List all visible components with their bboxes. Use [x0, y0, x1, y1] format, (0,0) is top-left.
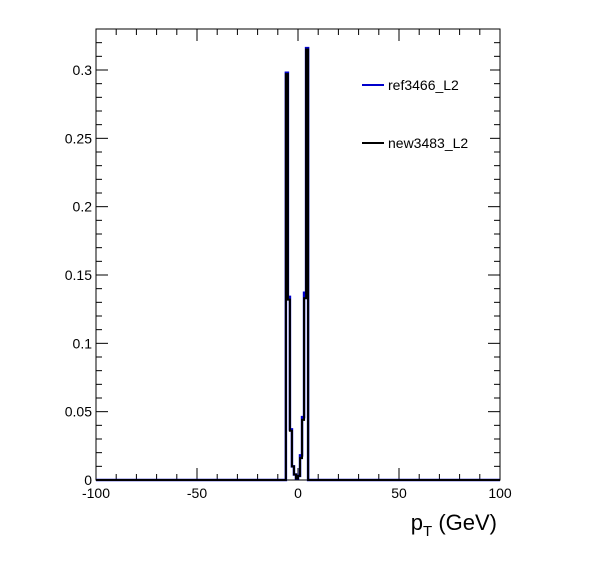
y-tick-label: 0.15 [65, 267, 92, 283]
y-tick-label: 0.2 [73, 199, 93, 215]
y-tick-label: 0.05 [65, 404, 92, 420]
axis-ticks [95, 29, 501, 481]
x-tick-label: 0 [294, 485, 302, 501]
legend: ref3466_L2 new3483_L2 [356, 68, 490, 172]
x-tick-label: 100 [488, 485, 512, 501]
tick-labels: -100 -50 0 50 100 0 0.05 0.1 0.15 0.2 0.25 0.3 [65, 62, 512, 501]
y-tick-label: 0.3 [73, 62, 93, 78]
y-tick-label: 0 [84, 472, 92, 488]
histogram-lines [96, 46, 500, 482]
series-line-1 [96, 48, 500, 481]
y-tick-label: 0.1 [73, 335, 93, 351]
legend-entry-label: new3483_L2 [388, 135, 468, 151]
legend-entry-label: ref3466_L2 [388, 77, 459, 93]
x-axis-title-subscript: T [423, 523, 432, 540]
x-tick-label: -100 [82, 485, 110, 501]
y-tick-label: 0.25 [65, 130, 92, 146]
x-axis-title-main: p [411, 510, 423, 535]
x-axis-title-unit: (GeV) [432, 510, 497, 535]
x-tick-label: 50 [391, 485, 407, 501]
x-tick-label: -50 [187, 485, 207, 501]
x-axis-title: pT (GeV) [411, 510, 497, 540]
